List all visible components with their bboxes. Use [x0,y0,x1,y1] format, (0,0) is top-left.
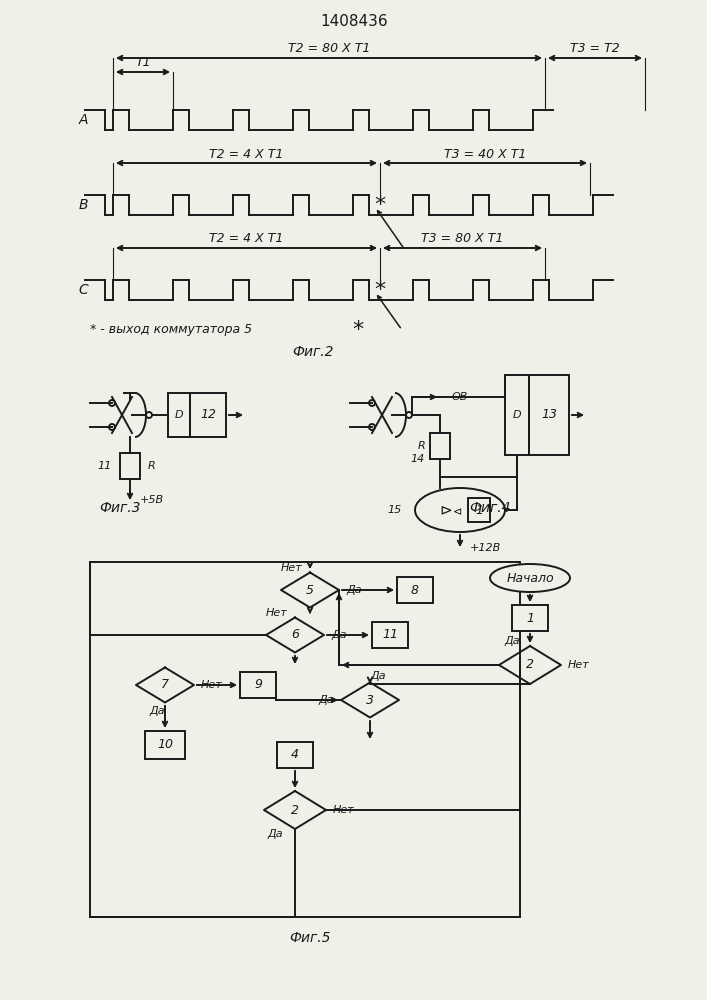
Text: *: * [375,280,385,300]
Text: T1: T1 [135,56,151,70]
Text: 2: 2 [526,658,534,672]
Text: * - выход коммутатора 5: * - выход коммутатора 5 [90,324,252,336]
Text: 5: 5 [306,584,314,596]
Text: R: R [417,441,425,451]
Text: Фиг.5: Фиг.5 [289,931,331,945]
FancyBboxPatch shape [505,375,529,455]
Text: 10: 10 [157,738,173,752]
Text: T2 = 4 X T1: T2 = 4 X T1 [209,232,284,245]
Text: С: С [78,283,88,297]
FancyBboxPatch shape [512,605,548,631]
Text: 13: 13 [541,408,557,422]
FancyBboxPatch shape [372,622,408,648]
Text: Да: Да [267,829,283,839]
Text: 1408436: 1408436 [320,14,388,29]
Text: 8: 8 [411,584,419,596]
Text: Фиг.3: Фиг.3 [99,501,141,515]
Text: В: В [78,198,88,212]
Text: Да: Да [149,706,165,716]
Text: T2 = 80 X T1: T2 = 80 X T1 [288,42,370,55]
Text: A: A [78,113,88,127]
Text: *: * [375,195,385,215]
Text: *: * [352,320,363,340]
Text: Нет: Нет [281,563,303,573]
Text: 11: 11 [382,629,398,642]
Text: Нет: Нет [333,805,355,815]
FancyBboxPatch shape [240,672,276,698]
Text: T3 = 40 X T1: T3 = 40 X T1 [444,147,526,160]
Text: 3: 3 [366,694,374,706]
Text: +5В: +5В [140,495,164,505]
Text: ⊲: ⊲ [453,507,462,517]
Text: 12: 12 [200,408,216,422]
Text: Фиг.4: Фиг.4 [469,501,510,515]
Ellipse shape [490,564,570,592]
Text: D: D [513,410,521,420]
Text: Да: Да [318,695,334,705]
Text: Нет: Нет [568,660,590,670]
FancyBboxPatch shape [145,731,185,759]
Text: 7: 7 [161,678,169,692]
Text: T3 = 80 X T1: T3 = 80 X T1 [421,232,503,245]
FancyBboxPatch shape [168,393,190,437]
FancyBboxPatch shape [190,393,226,437]
FancyBboxPatch shape [120,453,140,479]
Text: Начало: Начало [506,572,554,584]
Text: 4: 4 [291,748,299,762]
Text: 6: 6 [291,629,299,642]
FancyBboxPatch shape [468,498,490,522]
Text: +12В: +12В [470,543,501,553]
Text: Фиг.2: Фиг.2 [292,345,334,359]
Text: Да: Да [331,630,346,640]
Text: D: D [175,410,183,420]
Text: Да: Да [504,636,520,646]
Text: R: R [148,461,156,471]
Text: Да: Да [370,671,386,681]
Text: 1: 1 [526,611,534,624]
FancyBboxPatch shape [430,433,450,459]
FancyBboxPatch shape [397,577,433,603]
Text: Нет: Нет [201,680,223,690]
Text: ОВ: ОВ [452,392,468,402]
Text: T2 = 4 X T1: T2 = 4 X T1 [209,147,284,160]
Text: ⊳: ⊳ [440,502,452,518]
Text: 14: 14 [411,454,425,464]
FancyBboxPatch shape [529,375,569,455]
Text: Нет: Нет [266,608,288,618]
Text: 1: 1 [475,504,483,516]
Text: 15: 15 [387,505,402,515]
Text: 9: 9 [254,678,262,692]
Text: 2: 2 [291,804,299,816]
Text: 11: 11 [98,461,112,471]
Text: Да: Да [346,585,361,595]
Text: T3 = T2: T3 = T2 [570,42,620,55]
FancyBboxPatch shape [277,742,313,768]
